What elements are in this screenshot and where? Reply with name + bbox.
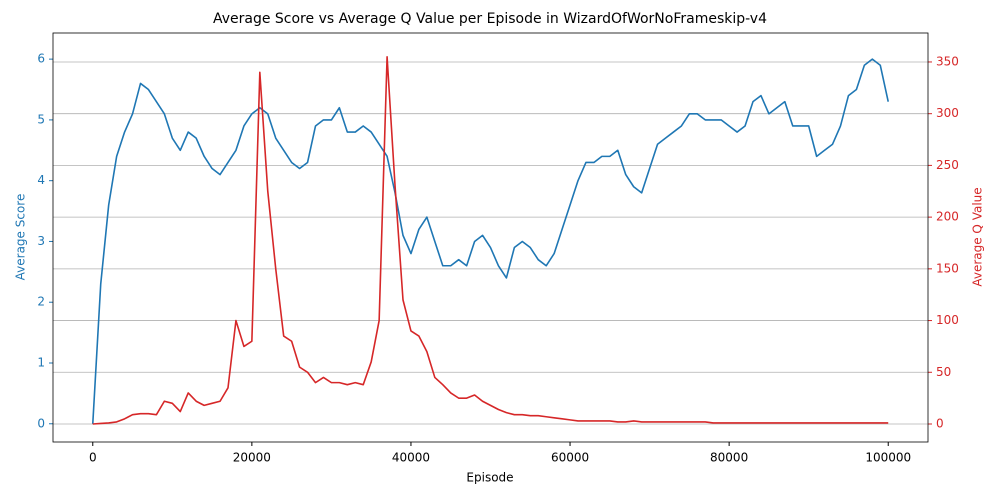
y2-tick-label: 150 (936, 261, 959, 275)
y-tick-label: 5 (37, 112, 45, 126)
line-series (92, 55, 889, 425)
y2-tick-label: 200 (936, 210, 959, 224)
chart-title: Average Score vs Average Q Value per Epi… (213, 11, 767, 27)
y-tick-label: 0 (37, 416, 45, 430)
y-tick-label: 4 (37, 173, 45, 187)
y-tick-label: 2 (37, 295, 45, 309)
x-tick-label: 40000 (392, 451, 430, 465)
x-tick-label: 100000 (865, 451, 911, 465)
y2-tick-label: 100 (936, 313, 959, 327)
y2-tick-label: 250 (936, 158, 959, 172)
x-tick-label: 20000 (233, 451, 271, 465)
y2-tick-label: 300 (936, 106, 959, 120)
y-tick-label: 1 (37, 355, 45, 369)
line-series (91, 58, 890, 424)
y2-tick-label: 50 (936, 365, 951, 379)
y-tick-label: 6 (37, 52, 45, 66)
y2-axis-label: Average Q Value (971, 187, 985, 286)
x-tick-label: 80000 (710, 451, 748, 465)
x-tick-label: 60000 (551, 451, 589, 465)
plot-frame (52, 32, 929, 443)
x-axis-label: Episode (466, 471, 513, 485)
y2-tick-label: 0 (936, 417, 944, 431)
y-axis-label: Average Score (14, 194, 28, 281)
y-tick-label: 3 (37, 234, 45, 248)
x-tick-label: 0 (89, 451, 97, 465)
y2-tick-label: 350 (936, 54, 959, 68)
